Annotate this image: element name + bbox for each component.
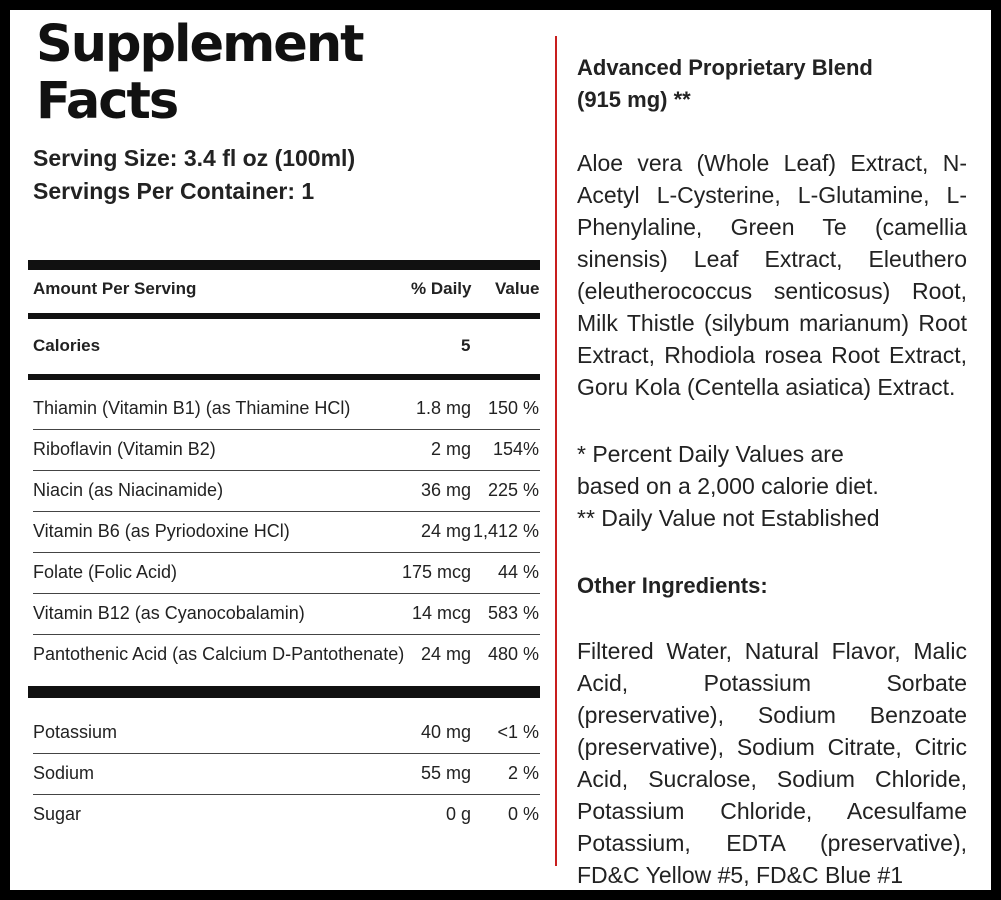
row-divider <box>33 634 540 635</box>
mineral-daily-value: <1 % <box>497 722 539 742</box>
vitamin-name: Riboflavin (Vitamin B2) <box>33 439 216 459</box>
mineral-amount: 55 mg <box>420 763 471 783</box>
vitamin-daily-value: 225 % <box>487 480 539 500</box>
row-divider <box>33 429 540 430</box>
row-divider <box>33 794 540 795</box>
proprietary-blend-title: Advanced Proprietary Blend (915 mg) ** <box>577 52 967 116</box>
daily-header: % Daily <box>411 279 472 298</box>
blend-title-line-1: Advanced Proprietary Blend <box>577 55 873 80</box>
vitamin-name: Thiamin (Vitamin B1) (as Thiamine HCl) <box>33 398 351 418</box>
medium-rule-calories <box>28 374 540 380</box>
title-line-2: Facts <box>36 72 179 131</box>
vitamin-daily-value: 1,412 % <box>472 521 539 541</box>
footnote-line-1: * Percent Daily Values are <box>577 441 844 467</box>
calories-value: 5 <box>461 336 471 355</box>
footnote-line-2: based on a 2,000 calorie diet. <box>577 473 879 499</box>
vitamin-amount: 36 mg <box>420 480 471 500</box>
serving-size: Serving Size: 3.4 fl oz (100ml) <box>33 145 356 171</box>
vitamin-amount: 14 mcg <box>411 603 471 623</box>
thick-rule-top <box>28 260 540 270</box>
supplement-facts-label <box>10 10 991 890</box>
vitamin-daily-value: 480 % <box>487 644 539 664</box>
medium-rule-header <box>28 313 540 319</box>
row-divider <box>33 470 540 471</box>
vitamin-name: Folate (Folic Acid) <box>33 562 178 582</box>
blend-ingredients: Aloe vera (Whole Leaf) Extract, N-Acetyl… <box>577 150 967 400</box>
row-divider <box>33 753 540 754</box>
column-divider <box>555 36 557 866</box>
mineral-name: Sugar <box>33 804 82 824</box>
footnote-line-3: ** Daily Value not Established <box>577 505 880 531</box>
mineral-daily-value: 0 % <box>507 804 539 824</box>
vitamin-daily-value: 154% <box>492 439 539 459</box>
amount-per-serving-header: Amount Per Serving <box>33 279 197 298</box>
vitamin-amount: 175 mcg <box>401 562 471 582</box>
title-line-1: Supplement <box>36 15 365 74</box>
other-ingredients-text: Filtered Water, Natural Flavor, Malic Ac… <box>577 638 967 888</box>
mineral-amount: 0 g <box>445 804 471 824</box>
mineral-name: Sodium <box>33 763 95 783</box>
vitamin-name: Vitamin B6 (as Pyriodoxine HCl) <box>33 521 290 541</box>
vitamin-amount: 24 mg <box>420 521 471 541</box>
mineral-daily-value: 2 % <box>507 763 539 783</box>
thick-rule-minerals <box>28 686 540 698</box>
row-divider <box>33 593 540 594</box>
vitamin-daily-value: 44 % <box>497 562 539 582</box>
other-ingredients-title: Other Ingredients: <box>577 573 768 598</box>
value-header: Value <box>495 279 540 298</box>
vitamin-daily-value: 150 % <box>487 398 539 418</box>
vitamin-name: Niacin (as Niacinamide) <box>33 480 224 500</box>
label-title: Supplement Facts <box>36 15 365 131</box>
row-divider <box>33 511 540 512</box>
servings-per-container: Servings Per Container: 1 <box>33 178 315 204</box>
mineral-amount: 40 mg <box>420 722 471 742</box>
mineral-name: Potassium <box>33 722 118 742</box>
vitamin-name: Pantothenic Acid (as Calcium D-Pantothen… <box>33 644 405 664</box>
vitamin-amount: 1.8 mg <box>415 398 471 418</box>
blend-title-line-2: (915 mg) ** <box>577 87 691 112</box>
vitamin-amount: 24 mg <box>420 644 471 664</box>
vitamin-amount: 2 mg <box>430 439 471 459</box>
calories-label: Calories <box>33 336 101 355</box>
row-divider <box>33 552 540 553</box>
vitamin-daily-value: 583 % <box>487 603 539 623</box>
footnotes: * Percent Daily Values are based on a 2,… <box>577 438 967 534</box>
vitamin-name: Vitamin B12 (as Cyanocobalamin) <box>33 603 305 623</box>
